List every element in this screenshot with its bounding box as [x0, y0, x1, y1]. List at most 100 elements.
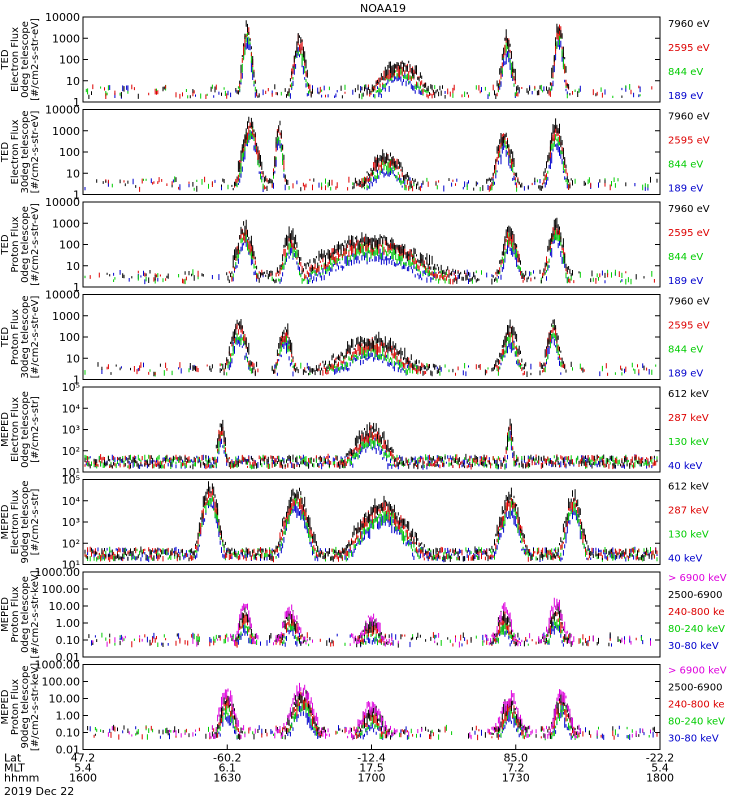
channel-label: 844 eV [668, 252, 703, 263]
x-tick-label: -22.2 [646, 752, 674, 765]
y-axis-label: MEPED [0, 689, 11, 724]
y-tick-label: 0.10 [56, 634, 81, 647]
y-axis-label: 0deg telescope [20, 206, 31, 283]
y-axis-label: Electron Flux [10, 489, 21, 554]
y-tick-label: 1000 [52, 217, 80, 230]
panel-frame [82, 294, 661, 380]
channel-label: 189 eV [668, 369, 703, 380]
y-tick-label: 10 [66, 352, 80, 365]
panel-8: 0.01 0.10 1.00 10.00 100.00 1000.00 MEPED Proto… [0, 659, 727, 757]
channel-label: 844 eV [668, 160, 703, 171]
chart-title: NOAA19 [360, 2, 406, 15]
x-tick-label: 5.4 [74, 762, 92, 775]
data-series [113, 230, 623, 285]
y-axis-label: [#/cm2-s-str-keV] [30, 663, 41, 751]
y-axis-label: TED [0, 327, 11, 348]
data-series [96, 116, 658, 192]
y-axis-label: 90deg telescope [20, 665, 31, 748]
channel-label: 240-800 ke [668, 700, 725, 711]
panel-7: 0.01 0.10 1.00 10.00 100.00 1000.00 MEPED Proto… [0, 566, 727, 664]
y-tick-label: 1 [73, 96, 80, 109]
x-tick-label: 85.0 [504, 752, 529, 765]
y-axis-label: Proton Flux [10, 679, 21, 735]
y-tick-label: 10² [62, 445, 80, 458]
x-axis-labels: LatMLThhmm47.25.41600-60.26.11630-12.417… [4, 744, 674, 785]
y-tick-label: 10³ [62, 424, 80, 437]
x-row-label: hhmm [4, 772, 39, 785]
channel-label: 40 keV [668, 554, 702, 565]
y-tick-label: 1 [73, 189, 80, 202]
x-tick-label: 1700 [358, 772, 386, 785]
channel-label: 130 keV [668, 530, 709, 541]
y-tick-label: 100 [59, 239, 80, 252]
date-label: 2019 Dec 22 [4, 785, 74, 798]
y-tick-label: 1000 [52, 310, 80, 323]
x-tick-label: 1730 [502, 772, 530, 785]
channel-label: 80-240 keV [668, 624, 725, 635]
y-axis-label: Electron Flux [10, 27, 21, 92]
x-tick-label: 5.4 [651, 762, 669, 775]
y-axis-label: 30deg telescope [20, 110, 31, 193]
data-series [106, 217, 645, 285]
data-series [89, 225, 655, 285]
y-axis-label: Proton Flux [10, 309, 21, 365]
y-tick-label: 10 [66, 75, 80, 88]
y-tick-label: 10⁴ [62, 495, 81, 508]
y-axis-label: Proton Flux [10, 586, 21, 642]
channel-label: 844 eV [668, 67, 703, 78]
y-axis-label: [#/cm2-s-str-eV] [30, 111, 41, 194]
channel-label: 2500-6900 [668, 590, 723, 601]
y-tick-label: 1.00 [56, 710, 81, 723]
y-tick-label: 1000.00 [35, 659, 81, 672]
channel-label: 2595 eV [668, 136, 710, 147]
y-tick-label: 10² [62, 537, 80, 550]
y-axis-label: Electron Flux [10, 397, 21, 462]
channel-label: 612 keV [668, 482, 709, 493]
x-row-label: Lat [4, 752, 22, 765]
x-tick-label: -60.2 [213, 752, 241, 765]
channel-label: 40 keV [668, 461, 702, 472]
y-axis-label: [#/cm2-s-str-eV] [30, 18, 41, 101]
x-tick-label: 47.2 [71, 752, 96, 765]
channel-label: 287 keV [668, 413, 709, 424]
channel-label: 2500-6900 [668, 683, 723, 694]
y-tick-label: 10⁵ [62, 381, 80, 394]
channel-label: 189 eV [668, 91, 703, 102]
data-series [84, 418, 658, 470]
x-tick-label: 1600 [69, 772, 97, 785]
panel-1: 1 10 100 1000 10000 TED Electron Flux 0deg tele… [0, 11, 710, 109]
channel-label: 7960 eV [668, 297, 710, 308]
y-tick-label: 100 [59, 146, 80, 159]
y-tick-label: 100.00 [42, 583, 81, 596]
channel-label: > 6900 keV [668, 666, 727, 677]
y-axis-label: [#/cm2-s-str] [30, 396, 41, 463]
y-tick-label: 10¹ [62, 466, 80, 479]
data-series [97, 319, 645, 377]
data-series [84, 130, 649, 192]
data-series [92, 597, 651, 648]
y-axis-label: [#/cm2-s-str-eV] [30, 296, 41, 379]
channel-label: 287 keV [668, 506, 709, 517]
channel-label: 612 keV [668, 389, 709, 400]
y-axis-label: Electron Flux [10, 119, 21, 184]
y-axis-label: 90deg telescope [20, 480, 31, 563]
channel-label: 2595 eV [668, 321, 710, 332]
y-axis-label: 30deg telescope [20, 295, 31, 378]
y-tick-label: 1000 [52, 32, 80, 45]
channel-label: 80-240 keV [668, 717, 725, 728]
channel-label: 130 keV [668, 437, 709, 448]
channel-label: 189 eV [668, 184, 703, 195]
y-axis-label: MEPED [0, 504, 11, 539]
y-axis-label: TED [0, 49, 11, 70]
channel-label: 2595 eV [668, 228, 710, 239]
channel-label: 7960 eV [668, 204, 710, 215]
y-tick-label: 10³ [62, 516, 80, 529]
y-tick-label: 1000.00 [35, 566, 81, 579]
data-series [88, 20, 623, 99]
x-tick-label: 1630 [213, 772, 241, 785]
x-tick-label: 7.2 [507, 762, 525, 775]
y-axis-label: TED [0, 142, 11, 163]
y-tick-label: 10000 [45, 289, 80, 302]
panel-5: 10¹ 10² 10³ 10⁴ 10⁵ MEPED Electron Flux 0deg te… [0, 381, 709, 479]
x-tick-label: 6.1 [219, 762, 237, 775]
